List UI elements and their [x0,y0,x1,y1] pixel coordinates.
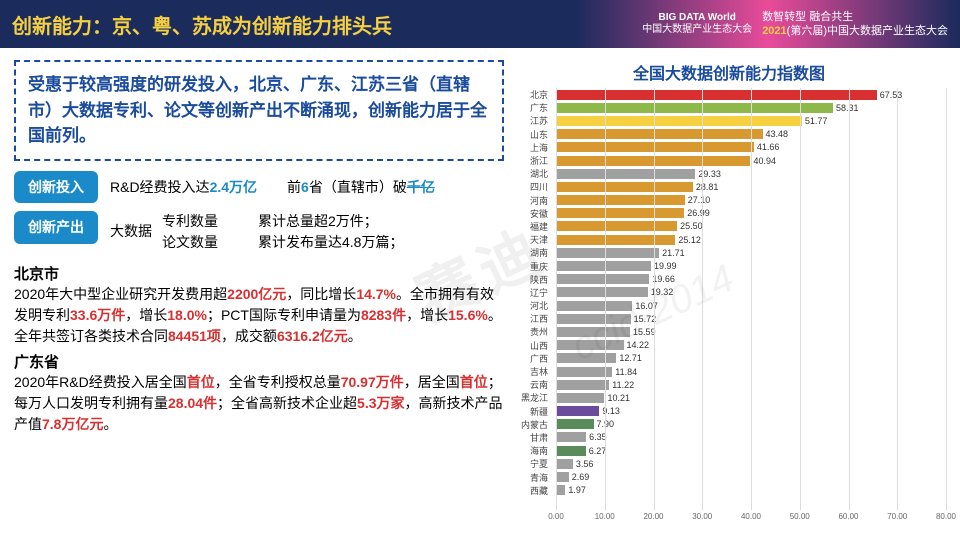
header: 创新能力：京、粤、苏成为创新能力排头兵 BIG DATA World 中国大数据… [0,0,960,48]
bar-label: 安徽 [512,207,552,220]
bar-label: 辽宁 [512,286,552,299]
chart-title: 全国大数据创新能力指数图 [512,60,946,84]
tagline-year: 2021 [762,25,786,37]
bar-label: 云南 [512,378,552,391]
logo-main: BIG DATA World [642,12,752,24]
bar-label: 湖北 [512,167,552,180]
bar-label: 海南 [512,444,552,457]
bar-label: 吉林 [512,365,552,378]
bar-label: 浙江 [512,154,552,167]
bar-label: 甘肃 [512,431,552,444]
bar-label: 宁夏 [512,457,552,470]
bar-label: 广东 [512,101,552,114]
right-panel: 全国大数据创新能力指数图 北京67.53广东58.31江苏51.77山东43.4… [512,60,946,530]
para-beijing: 2020年大中型企业研究开发费用超2200亿元，同比增长14.7%。全市拥有有效… [14,284,504,347]
bar-label: 福建 [512,220,552,233]
bar-chart: 北京67.53广东58.31江苏51.77山东43.48上海41.66浙江40.… [512,88,946,528]
bar-label: 贵州 [512,325,552,338]
innovation-output-row: 创新产出 大数据 专利数量累计总量超2万件； 论文数量累计发布量达4.8万篇； [14,211,504,253]
bar-label: 北京 [512,88,552,101]
logo-sub: 中国大数据产业生态大会 [642,24,752,36]
bar-label: 湖南 [512,246,552,259]
input-tag: 创新投入 [14,171,98,203]
bar-label: 山东 [512,128,552,141]
bar-label: 天津 [512,233,552,246]
callout-box: 受惠于较高强度的研发投入，北京、广东、江苏三省（直辖市）大数据专利、论文等创新产… [14,60,504,161]
city-guangdong: 广东省 [14,351,504,372]
header-right: BIG DATA World 中国大数据产业生态大会 数智转型 融合共生 202… [642,10,948,39]
innovation-input-row: 创新投入 R&D经费投入达2.4万亿 前6省（直辖市）破千亿 [14,171,504,203]
bar-label: 重庆 [512,260,552,273]
page-title: 创新能力：京、粤、苏成为创新能力排头兵 [12,10,392,39]
bar-label: 青海 [512,471,552,484]
bar-label: 陕西 [512,273,552,286]
bar-label: 内蒙古 [512,418,552,431]
bar-label: 新疆 [512,405,552,418]
bar-label: 江西 [512,312,552,325]
bar-label: 西藏 [512,484,552,497]
bar-label: 河南 [512,194,552,207]
logo: BIG DATA World 中国大数据产业生态大会 [642,12,752,36]
bar-label: 黑龙江 [512,391,552,404]
bar-label: 广西 [512,352,552,365]
tagline-rest: (第六届)中国大数据产业生态大会 [787,25,948,37]
bar-label: 江苏 [512,114,552,127]
bar-label: 上海 [512,141,552,154]
bar-label: 四川 [512,180,552,193]
tagline-1: 数智转型 融合共生 [762,10,948,24]
bar-label: 山西 [512,339,552,352]
bar-label: 河北 [512,299,552,312]
city-beijing: 北京市 [14,263,504,284]
content: 受惠于较高强度的研发投入，北京、广东、江苏三省（直辖市）大数据专利、论文等创新产… [0,48,960,540]
left-panel: 受惠于较高强度的研发投入，北京、广东、江苏三省（直辖市）大数据专利、论文等创新产… [14,60,504,530]
para-guangdong: 2020年R&D经费投入居全国首位，全省专利授权总量70.97万件，居全国首位；… [14,372,504,435]
output-tag: 创新产出 [14,211,98,244]
tagline: 数智转型 融合共生 2021(第六届)中国大数据产业生态大会 [762,10,948,39]
